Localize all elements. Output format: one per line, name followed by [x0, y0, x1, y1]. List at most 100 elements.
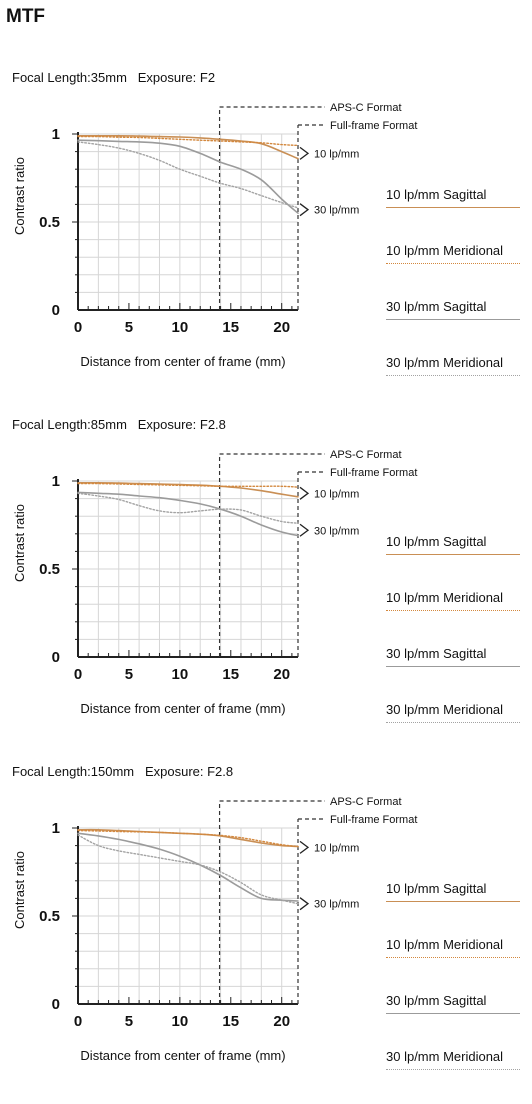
curve-bracket	[299, 897, 310, 911]
legend-item: 30 lp/mm Meridional	[386, 355, 520, 376]
x-tick-label: 0	[74, 319, 82, 336]
format-marker-label: APS-C Format	[330, 449, 402, 461]
chart-caption: Focal Length:150mm Exposure: F2.8	[12, 764, 234, 779]
curve-group-label: 30 lp/mm	[314, 205, 359, 217]
x-tick-label: 0	[74, 1013, 82, 1030]
legend-swatch	[386, 901, 520, 902]
legend-swatch	[386, 554, 520, 555]
legend-item: 30 lp/mm Meridional	[386, 1049, 520, 1070]
legend-swatch	[386, 666, 520, 667]
legend-label: 10 lp/mm Sagittal	[386, 881, 487, 896]
legend-item: 30 lp/mm Meridional	[386, 702, 520, 723]
series-10lp-sagittal	[77, 134, 299, 160]
x-tick-label: 5	[125, 319, 133, 336]
x-tick-label: 15	[222, 666, 239, 683]
y-axis-title: Contrast ratio	[12, 504, 27, 582]
mtf-chart: 0 5 10 15 20 0 0.5 1 Distance from center of fra…	[12, 449, 417, 716]
legend-label: 10 lp/mm Meridional	[386, 243, 504, 258]
legend-swatch	[386, 1069, 520, 1070]
y-tick-label: 1	[52, 126, 60, 143]
format-marker-label: Full-frame Format	[330, 467, 417, 479]
legend-item: 10 lp/mm Sagittal	[386, 881, 520, 902]
legend-label: 10 lp/mm Sagittal	[386, 534, 487, 549]
x-tick-label: 20	[273, 1013, 290, 1030]
y-axis-title: Contrast ratio	[12, 851, 27, 929]
legend-swatch	[386, 375, 520, 376]
legend-label: 30 lp/mm Sagittal	[386, 993, 487, 1008]
y-tick-label: 0	[52, 302, 60, 319]
format-marker-label: Full-frame Format	[330, 814, 417, 826]
y-tick-label: 0	[52, 996, 60, 1013]
curve-group-label: 10 lp/mm	[314, 148, 359, 160]
series-30lp-meridional	[77, 141, 299, 209]
curve-group-label: 30 lp/mm	[314, 899, 359, 911]
series-10lp-meridional	[77, 482, 299, 488]
x-axis-title: Distance from center of frame (mm)	[80, 1048, 285, 1063]
curve-bracket	[299, 840, 310, 854]
curve-bracket	[299, 486, 310, 500]
x-tick-label: 20	[273, 319, 290, 336]
legend-swatch	[386, 319, 520, 320]
x-axis-title: Distance from center of frame (mm)	[80, 701, 285, 716]
y-axis-title: Contrast ratio	[12, 157, 27, 235]
legend-item: 30 lp/mm Sagittal	[386, 646, 520, 667]
x-tick-label: 15	[222, 319, 239, 336]
legend-label: 30 lp/mm Sagittal	[386, 299, 487, 314]
legend-item: 10 lp/mm Meridional	[386, 243, 520, 264]
curve-group-label: 10 lp/mm	[314, 488, 359, 500]
x-tick-label: 10	[172, 1013, 189, 1030]
series-30lp-meridional	[77, 492, 299, 524]
legend-item: 10 lp/mm Meridional	[386, 590, 520, 611]
mtf-chart-block: Focal Length:150mm Exposure: F2.8 0 5 10 15…	[0, 764, 532, 1104]
format-marker-label: APS-C Format	[330, 796, 402, 808]
chart-caption: Focal Length:85mm Exposure: F2.8	[12, 417, 226, 432]
legend-swatch	[386, 263, 520, 264]
x-tick-label: 0	[74, 666, 82, 683]
legend-swatch	[386, 1013, 520, 1014]
y-tick-label: 1	[52, 473, 60, 490]
series-10lp-sagittal	[77, 481, 299, 498]
x-tick-label: 5	[125, 1013, 133, 1030]
legend-label: 10 lp/mm Meridional	[386, 937, 504, 952]
x-tick-label: 10	[172, 666, 189, 683]
legend-label: 10 lp/mm Meridional	[386, 590, 504, 605]
curve-bracket	[299, 146, 310, 160]
x-tick-label: 20	[273, 666, 290, 683]
curve-bracket	[299, 203, 310, 217]
legend-swatch	[386, 957, 520, 958]
x-axis-title: Distance from center of frame (mm)	[80, 354, 285, 369]
y-tick-label: 1	[52, 820, 60, 837]
chart-caption: Focal Length:35mm Exposure: F2	[12, 70, 216, 85]
legend-item: 10 lp/mm Sagittal	[386, 534, 520, 555]
mtf-chart-block: Focal Length:35mm Exposure: F2 0 5 10 15 20 0…	[0, 70, 532, 410]
format-marker-label: APS-C Format	[330, 102, 402, 114]
legend-item: 10 lp/mm Sagittal	[386, 187, 520, 208]
legend-label: 10 lp/mm Sagittal	[386, 187, 487, 202]
legend-label: 30 lp/mm Meridional	[386, 1049, 504, 1064]
legend-item: 30 lp/mm Sagittal	[386, 299, 520, 320]
series-30lp-sagittal	[77, 139, 299, 214]
mtf-chart: 0 5 10 15 20 0 0.5 1 Distance from center of fra…	[12, 796, 417, 1063]
series-30lp-sagittal	[77, 832, 299, 902]
legend-label: 30 lp/mm Meridional	[386, 702, 504, 717]
legend-item: 30 lp/mm Sagittal	[386, 993, 520, 1014]
legend-swatch	[386, 722, 520, 723]
curve-bracket	[299, 523, 310, 537]
series-10lp-meridional	[77, 135, 299, 147]
legend-label: 30 lp/mm Sagittal	[386, 646, 487, 661]
mtf-chart-block: Focal Length:85mm Exposure: F2.8 0 5 10 15 2…	[0, 417, 532, 757]
mtf-chart: 0 5 10 15 20 0 0.5 1 Distance from center of fra…	[12, 102, 417, 369]
legend-item: 10 lp/mm Meridional	[386, 937, 520, 958]
legend-label: 30 lp/mm Meridional	[386, 355, 504, 370]
legend-swatch	[386, 610, 520, 611]
page-title: MTF	[6, 6, 46, 27]
series-10lp-meridional	[77, 829, 299, 848]
legend-swatch	[386, 207, 520, 208]
curve-group-label: 10 lp/mm	[314, 842, 359, 854]
x-tick-label: 5	[125, 666, 133, 683]
format-marker-label: Full-frame Format	[330, 120, 417, 132]
y-tick-label: 0.5	[39, 214, 60, 231]
x-tick-label: 10	[172, 319, 189, 336]
series-30lp-meridional	[77, 834, 299, 905]
y-tick-label: 0.5	[39, 908, 60, 925]
